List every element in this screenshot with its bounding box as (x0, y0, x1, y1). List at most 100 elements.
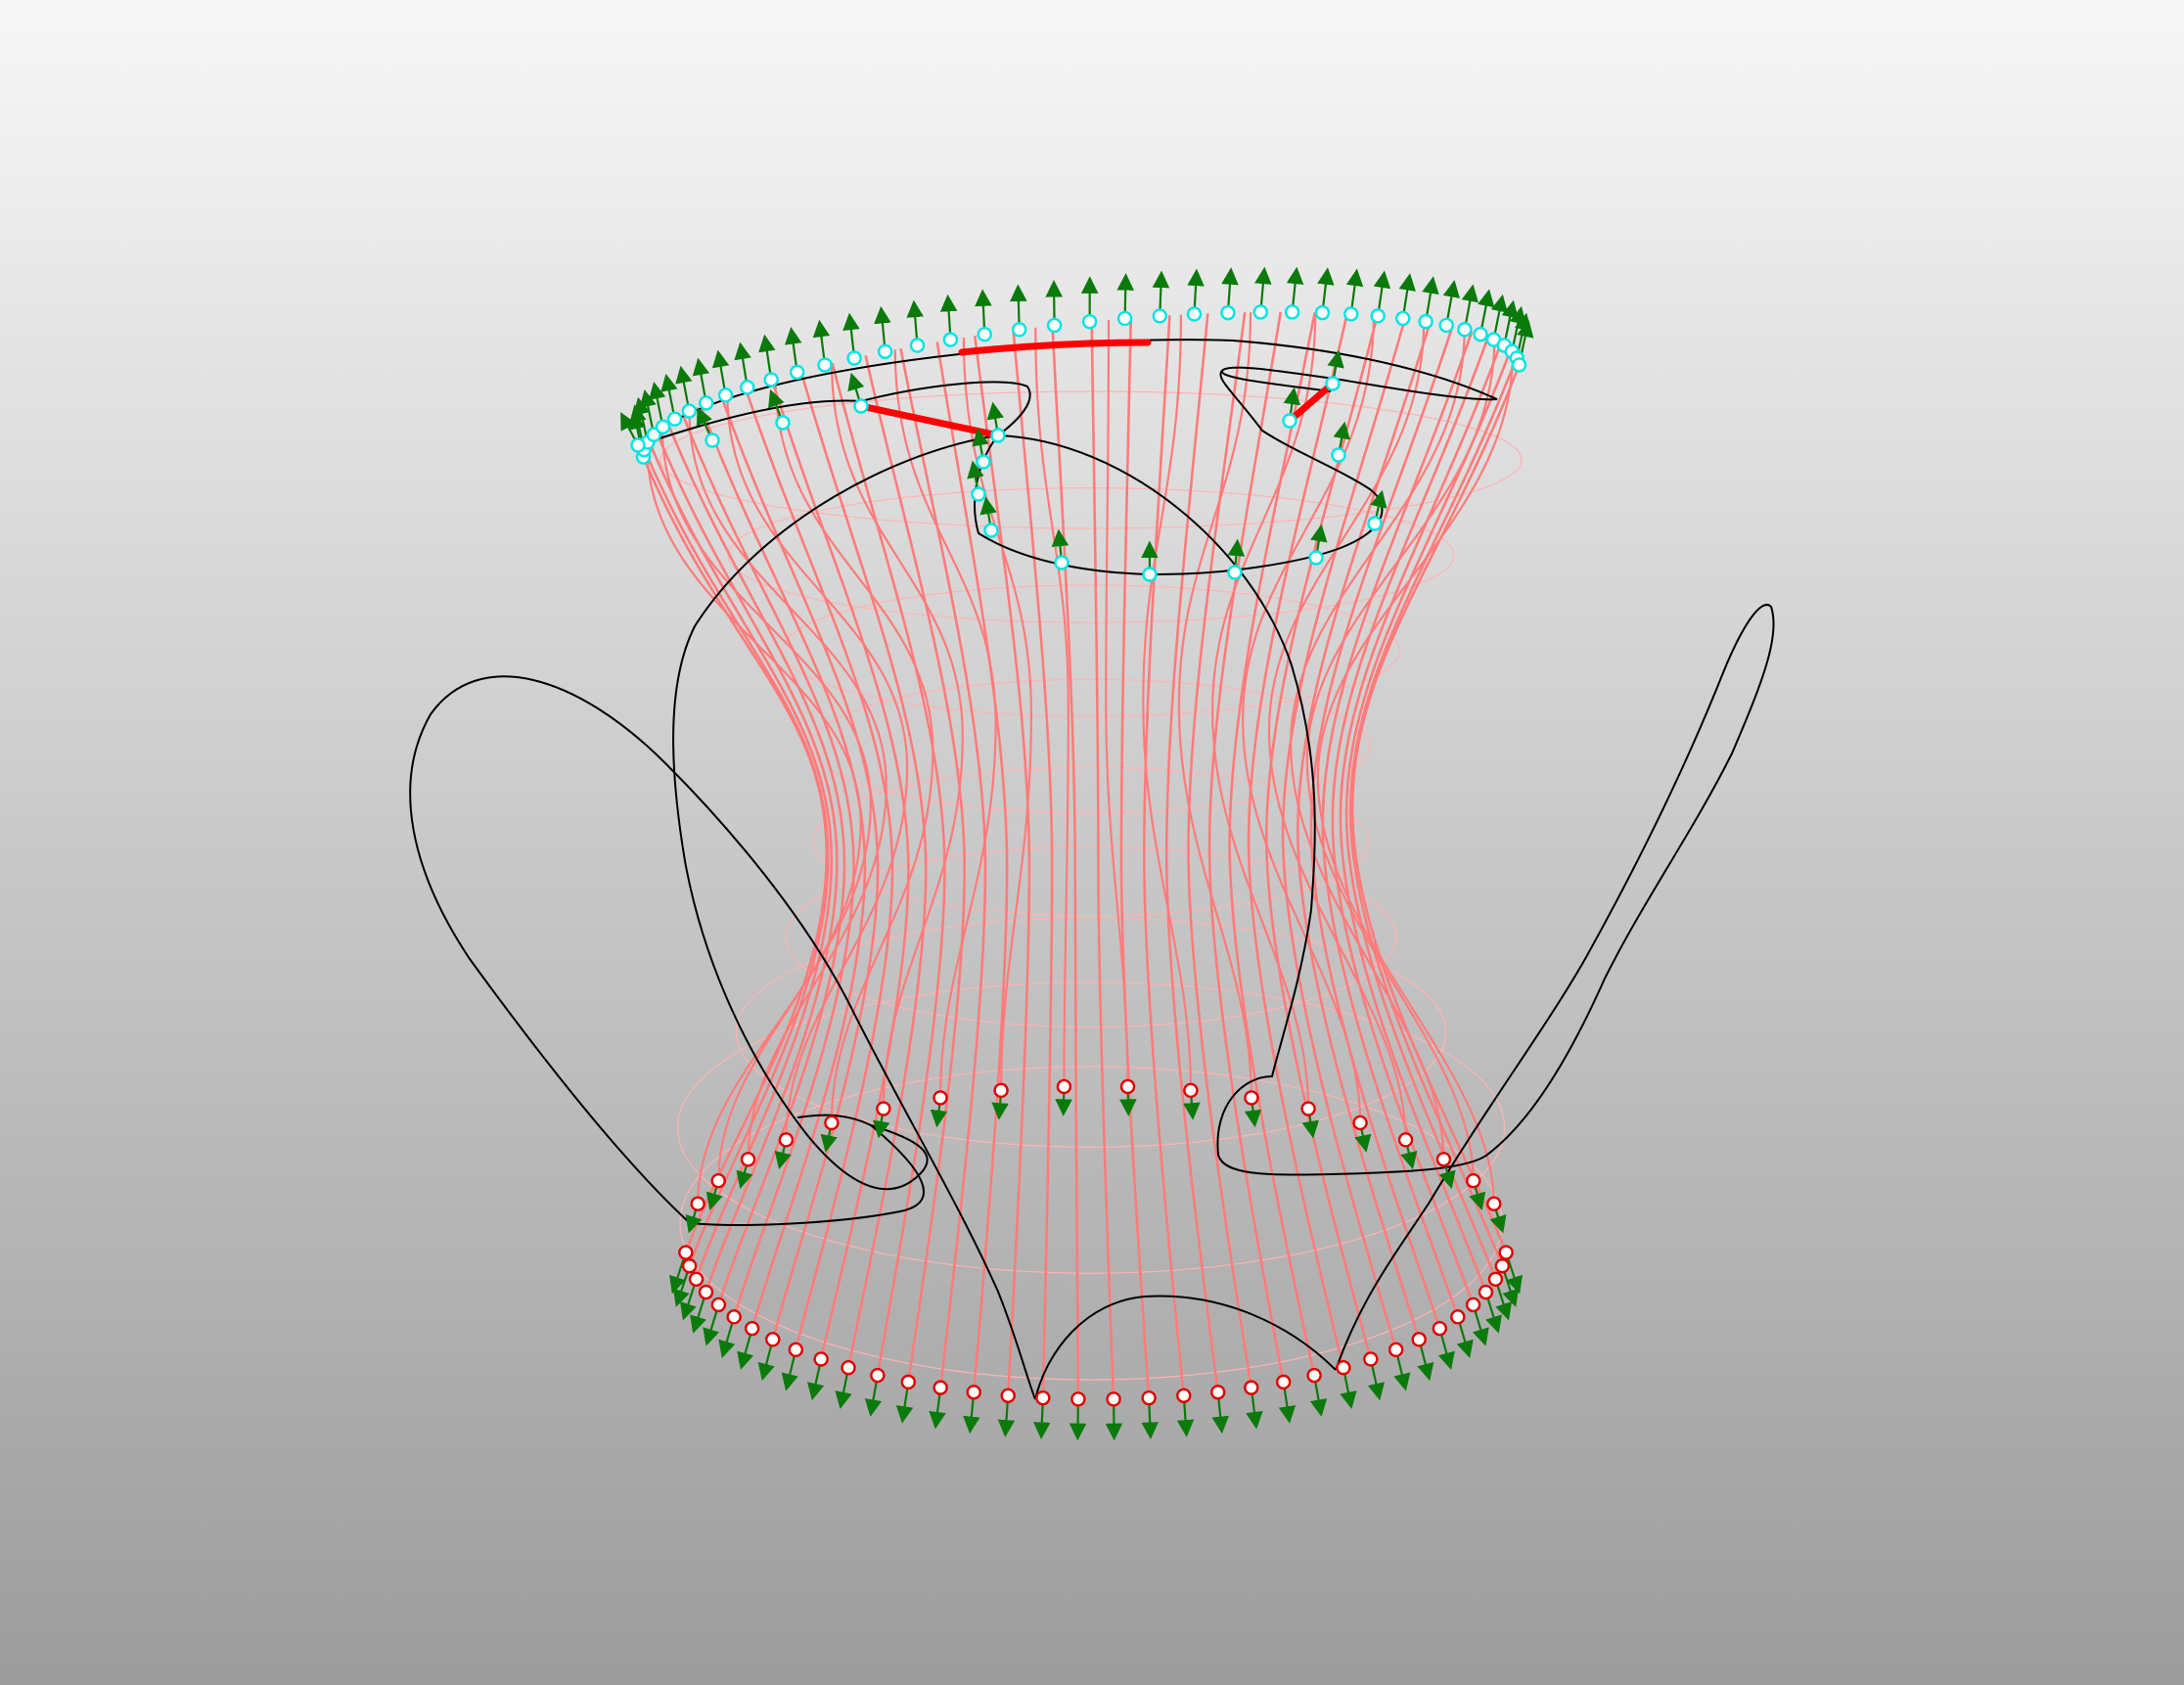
red-control-point-icon[interactable] (1306, 1367, 1322, 1384)
cyan-control-point-icon[interactable] (877, 343, 893, 359)
cyan-control-point-icon[interactable] (1367, 516, 1383, 531)
red-control-point-icon[interactable] (1275, 1374, 1292, 1390)
cyan-control-point-icon[interactable] (1418, 313, 1433, 330)
red-control-point-icon[interactable] (1035, 1389, 1051, 1406)
red-control-point-icon[interactable] (933, 1380, 948, 1395)
cyan-control-point-icon[interactable] (1227, 565, 1243, 580)
top-outer-curve[interactable] (637, 339, 1498, 446)
red-control-point-icon[interactable] (765, 1332, 781, 1347)
cyan-control-point-icon[interactable] (1152, 308, 1168, 324)
control-points[interactable] (630, 304, 1527, 1407)
red-control-point-icon[interactable] (1494, 1258, 1511, 1274)
cyan-control-point-icon[interactable] (1116, 310, 1133, 327)
cyan-control-point-icon[interactable] (1457, 322, 1473, 338)
red-control-point-icon[interactable] (870, 1367, 886, 1384)
cyan-control-point-icon[interactable] (740, 380, 755, 395)
cyan-control-point-icon[interactable] (1370, 308, 1386, 324)
red-control-point-icon[interactable] (1000, 1388, 1016, 1404)
red-control-point-icon[interactable] (788, 1342, 804, 1358)
cyan-control-point-icon[interactable] (1308, 550, 1324, 566)
cyan-control-point-icon[interactable] (942, 332, 959, 347)
cyan-control-point-icon[interactable] (990, 428, 1006, 443)
red-control-point-icon[interactable] (1466, 1173, 1481, 1189)
cyan-control-point-icon[interactable] (666, 411, 683, 427)
red-control-point-icon[interactable] (1498, 1245, 1514, 1260)
red-control-point-icon[interactable] (1435, 1152, 1452, 1167)
red-control-point-icon[interactable] (813, 1351, 829, 1367)
bottom-left-curve[interactable] (689, 1114, 925, 1226)
cyan-control-point-icon[interactable] (1284, 304, 1300, 320)
red-control-point-icon[interactable] (900, 1374, 917, 1390)
red-control-point-icon[interactable] (1300, 1101, 1316, 1116)
red-control-point-icon[interactable] (726, 1309, 742, 1325)
cyan-control-point-icon[interactable] (1343, 306, 1359, 322)
red-control-point-icon[interactable] (710, 1173, 726, 1189)
red-control-point-icon[interactable] (1119, 1078, 1136, 1095)
cyan-control-point-icon[interactable] (983, 523, 999, 538)
cyan-control-point-icon[interactable] (1331, 447, 1346, 463)
red-control-point-icon[interactable] (1352, 1115, 1368, 1131)
red-control-point-icon[interactable] (1176, 1388, 1192, 1404)
red-control-point-icon[interactable] (1244, 1090, 1259, 1106)
red-control-point-icon[interactable] (1056, 1078, 1072, 1095)
red-control-point-icon[interactable] (824, 1115, 840, 1131)
red-control-point-icon[interactable] (1411, 1332, 1427, 1347)
cyan-control-point-icon[interactable] (853, 398, 869, 414)
cyan-control-point-icon[interactable] (655, 419, 671, 434)
cyan-control-point-icon[interactable] (817, 357, 833, 373)
cyan-control-point-icon[interactable] (1252, 304, 1269, 320)
handle-curve[interactable] (409, 675, 1036, 1400)
cyan-control-point-icon[interactable] (1054, 555, 1069, 570)
red-control-point-icon[interactable] (1244, 1380, 1259, 1395)
cyan-control-point-icon[interactable] (1012, 322, 1027, 338)
cyan-control-point-icon[interactable] (1081, 313, 1098, 330)
cyan-control-point-icon[interactable] (789, 364, 805, 381)
red-control-point-icon[interactable] (681, 1258, 698, 1274)
cyan-control-point-icon[interactable] (971, 486, 986, 502)
cyan-control-point-icon[interactable] (1142, 567, 1158, 582)
bottom-arch-curve[interactable] (1034, 1295, 1337, 1400)
cyan-control-point-icon[interactable] (681, 403, 698, 419)
red-control-point-icon[interactable] (1478, 1284, 1494, 1300)
top-left-curve[interactable] (637, 381, 1031, 446)
red-control-point-icon[interactable] (1070, 1391, 1086, 1407)
red-control-point-icon[interactable] (1432, 1320, 1448, 1337)
spout-curve[interactable] (672, 434, 999, 1191)
cyan-control-point-icon[interactable] (630, 437, 646, 453)
cyan-control-point-icon[interactable] (1325, 376, 1341, 391)
red-control-point-icon[interactable] (778, 1132, 795, 1148)
cyan-control-point-icon[interactable] (1473, 326, 1488, 342)
red-control-point-icon[interactable] (744, 1320, 760, 1337)
cyan-control-point-icon[interactable] (1220, 304, 1236, 321)
red-control-point-icon[interactable] (1210, 1385, 1226, 1400)
red-control-point-icon[interactable] (1363, 1351, 1379, 1367)
cyan-control-point-icon[interactable] (1438, 317, 1454, 334)
cyan-control-point-icon[interactable] (763, 372, 779, 387)
cyan-control-point-icon[interactable] (976, 454, 991, 470)
red-control-point-icon[interactable] (1141, 1389, 1157, 1406)
cyan-control-point-icon[interactable] (775, 415, 791, 431)
cyan-control-point-icon[interactable] (1395, 310, 1411, 327)
red-control-point-icon[interactable] (841, 1360, 856, 1376)
cyan-control-point-icon[interactable] (717, 387, 734, 403)
cyan-control-point-icon[interactable] (699, 395, 714, 411)
red-control-point-icon[interactable] (876, 1101, 891, 1116)
red-control-point-icon[interactable] (740, 1152, 756, 1167)
cyan-control-point-icon[interactable] (909, 338, 926, 353)
red-control-point-icon[interactable] (1397, 1132, 1414, 1148)
red-control-point-icon[interactable] (1106, 1391, 1121, 1407)
cyan-control-point-icon[interactable] (846, 350, 862, 366)
red-control-point-icon[interactable] (1487, 1271, 1504, 1287)
cyan-control-point-icon[interactable] (1282, 413, 1297, 429)
cyan-control-point-icon[interactable] (1314, 304, 1331, 321)
red-control-point-icon[interactable] (1388, 1342, 1404, 1358)
red-control-point-icon[interactable] (690, 1196, 705, 1211)
cyan-control-point-icon[interactable] (977, 327, 992, 342)
red-control-point-icon[interactable] (1465, 1297, 1481, 1313)
red-control-point-icon[interactable] (966, 1385, 981, 1400)
red-control-point-icon[interactable] (993, 1082, 1009, 1099)
red-control-point-icon[interactable] (678, 1245, 694, 1260)
red-control-point-icon[interactable] (1450, 1309, 1466, 1325)
big-right-curve[interactable] (997, 434, 1775, 1371)
